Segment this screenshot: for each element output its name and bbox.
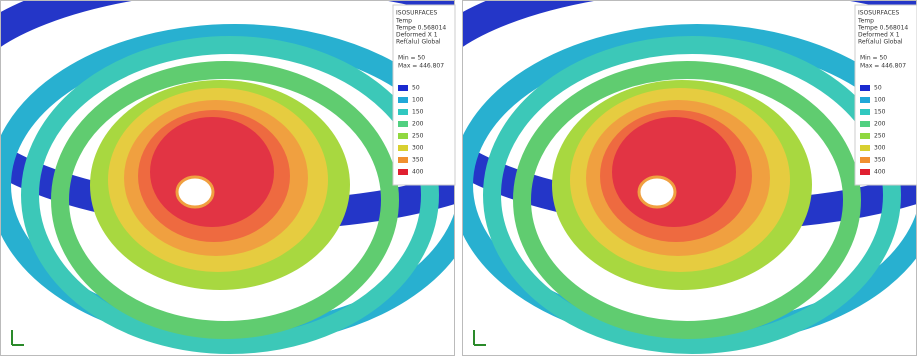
legend-level: 350 — [874, 157, 886, 164]
legend-level: 300 — [874, 145, 886, 152]
legend-level: 350 — [412, 157, 424, 164]
legend-swatch — [398, 157, 408, 163]
legend-min: Min = 50 — [860, 55, 887, 62]
legend-info: Ref(alu) Global — [858, 39, 903, 46]
hole — [177, 177, 213, 207]
legend-title: ISOSURFACES — [858, 10, 900, 17]
legend-level: 100 — [874, 97, 886, 104]
legend-swatch — [860, 145, 870, 151]
legend-level: 300 — [412, 145, 424, 152]
band-red — [612, 117, 736, 227]
legend-level: 250 — [874, 133, 886, 140]
legend-level: 200 — [874, 121, 886, 128]
legend-level: 100 — [412, 97, 424, 104]
legend-info: Tempe 0.568014 — [857, 25, 908, 32]
legend-info: Deformed X 1 — [396, 32, 438, 39]
legend-swatch — [398, 145, 408, 151]
legend-level: 50 — [874, 85, 882, 92]
legend-level: 50 — [412, 85, 420, 92]
band-red — [150, 117, 274, 227]
legend-swatch — [860, 133, 870, 139]
legend-swatch — [398, 85, 408, 91]
legend-title: ISOSURFACES — [396, 10, 438, 17]
legend-level: 200 — [412, 121, 424, 128]
legend-swatch — [398, 133, 408, 139]
legend-swatch — [860, 157, 870, 163]
screenshot: ISOSURFACESTempTempe 0.568014Deformed X … — [0, 0, 917, 356]
legend-info: Temp — [395, 18, 412, 25]
legend-swatch — [398, 109, 408, 115]
legend-min: Min = 50 — [398, 55, 425, 62]
legend-swatch — [398, 121, 408, 127]
legend-max: Max = 446.807 — [860, 63, 906, 70]
legend-swatch — [398, 169, 408, 175]
legend-info: Tempe 0.568014 — [395, 25, 446, 32]
legend-level: 250 — [412, 133, 424, 140]
legend-info: Temp — [857, 18, 874, 25]
legend-swatch — [860, 85, 870, 91]
legend-level: 400 — [412, 169, 424, 176]
legend-swatch — [398, 97, 408, 103]
legend-info: Deformed X 1 — [858, 32, 900, 39]
legend-swatch — [860, 121, 870, 127]
legend-swatch — [860, 97, 870, 103]
legend-swatch — [860, 169, 870, 175]
legend-level: 150 — [874, 109, 886, 116]
hole — [639, 177, 675, 207]
isosurface-render — [412, 0, 917, 356]
legend-max: Max = 446.807 — [398, 63, 444, 70]
legend-level: 400 — [874, 169, 886, 176]
legend-info: Ref(alu) Global — [396, 39, 441, 46]
legend-swatch — [860, 109, 870, 115]
legend-level: 150 — [412, 109, 424, 116]
